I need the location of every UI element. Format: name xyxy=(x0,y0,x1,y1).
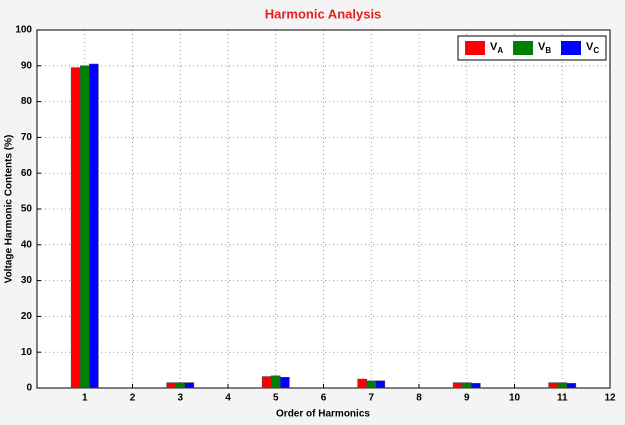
chart-title: Harmonic Analysis xyxy=(265,6,382,21)
y-tick-label: 80 xyxy=(21,96,33,107)
plot-area xyxy=(37,30,610,388)
x-tick-label: 6 xyxy=(321,393,327,404)
bar xyxy=(70,67,81,389)
x-tick-label: 11 xyxy=(557,393,568,404)
y-tick-label: 90 xyxy=(21,60,33,71)
x-tick-label: 7 xyxy=(368,393,374,404)
y-tick-label: 70 xyxy=(21,132,33,143)
legend-label: VC xyxy=(586,41,599,55)
plot-border xyxy=(36,29,611,389)
legend-label: VA xyxy=(490,41,503,55)
bar xyxy=(375,380,386,389)
y-tick-label: 0 xyxy=(26,383,32,394)
x-tick-label: 2 xyxy=(130,393,136,404)
y-tick-label: 30 xyxy=(21,275,33,286)
bar xyxy=(452,382,463,389)
bar xyxy=(566,383,577,389)
bar xyxy=(79,65,90,389)
bar xyxy=(557,382,568,389)
x-tick-label: 12 xyxy=(604,393,616,404)
x-tick-label: 5 xyxy=(273,393,279,404)
legend-swatch xyxy=(465,41,485,55)
bar xyxy=(175,382,186,389)
x-tick-label: 10 xyxy=(509,393,521,404)
y-tick-label: 50 xyxy=(21,204,33,215)
bar xyxy=(461,382,472,389)
bar xyxy=(89,63,99,389)
x-tick-label: 8 xyxy=(416,393,422,404)
x-axis-label: Order of Harmonics xyxy=(276,409,370,420)
bar xyxy=(471,383,481,389)
y-axis-label: Voltage Harmonic Contents (%) xyxy=(4,135,15,284)
y-tick-label: 40 xyxy=(21,239,33,250)
bar xyxy=(261,376,272,389)
y-tick-label: 100 xyxy=(15,25,32,36)
x-tick-label: 3 xyxy=(177,393,183,404)
bar xyxy=(366,380,377,389)
x-tick-label: 1 xyxy=(82,393,88,404)
y-tick-label: 10 xyxy=(21,347,33,358)
legend-swatch xyxy=(561,41,581,55)
bar xyxy=(357,378,367,389)
bar xyxy=(548,382,558,389)
x-tick-label: 9 xyxy=(464,393,470,404)
bar xyxy=(166,382,176,389)
legend-label: VB xyxy=(538,41,551,55)
legend-swatch xyxy=(513,41,533,55)
y-tick-label: 20 xyxy=(21,311,33,322)
x-tick-label: 4 xyxy=(225,393,231,404)
bar xyxy=(280,377,290,389)
bar xyxy=(184,382,195,389)
y-tick-label: 60 xyxy=(21,168,33,179)
bar xyxy=(270,375,281,389)
